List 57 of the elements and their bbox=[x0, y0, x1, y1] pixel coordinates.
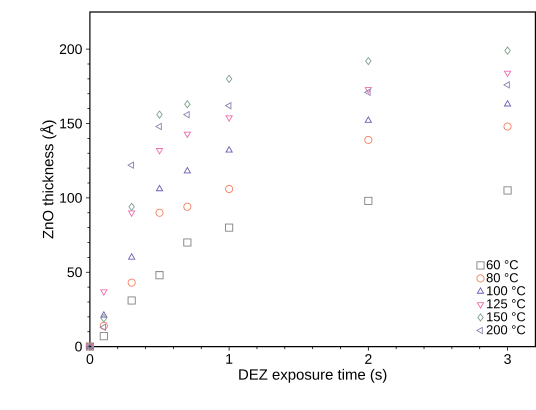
point bbox=[184, 167, 191, 174]
point bbox=[364, 116, 372, 124]
point bbox=[128, 202, 135, 212]
point bbox=[504, 46, 511, 55]
point bbox=[364, 88, 371, 96]
point bbox=[128, 278, 136, 287]
point bbox=[504, 186, 512, 195]
point bbox=[155, 271, 164, 280]
point bbox=[225, 185, 234, 194]
point bbox=[364, 197, 372, 206]
point bbox=[156, 148, 164, 155]
point bbox=[155, 208, 164, 218]
y-tick-label: 100 bbox=[60, 193, 82, 204]
point bbox=[100, 290, 108, 296]
point bbox=[364, 136, 372, 144]
point bbox=[184, 100, 190, 108]
point bbox=[128, 210, 136, 218]
point bbox=[365, 57, 372, 66]
point bbox=[504, 70, 512, 78]
x-tick-label: 2 bbox=[365, 354, 372, 364]
point bbox=[100, 314, 107, 323]
point bbox=[225, 102, 232, 110]
point bbox=[183, 111, 190, 118]
y-tick-label: 0 bbox=[75, 342, 82, 352]
point bbox=[100, 312, 108, 318]
x-tick-label: 1 bbox=[226, 354, 232, 364]
point bbox=[155, 123, 162, 130]
legend-label: 150 °C bbox=[487, 312, 526, 322]
point bbox=[226, 75, 232, 84]
y-tick-label: 150 bbox=[60, 118, 82, 129]
x-tick-label: 0 bbox=[86, 354, 94, 364]
point bbox=[183, 238, 192, 247]
legend-label: 60 °C bbox=[486, 260, 518, 270]
point bbox=[226, 116, 233, 122]
point bbox=[156, 185, 164, 192]
point bbox=[128, 296, 136, 305]
point bbox=[364, 87, 372, 94]
x-axis-title: DEZ exposure time (s) bbox=[239, 369, 386, 383]
point bbox=[504, 122, 512, 131]
y-tick-label: 50 bbox=[67, 268, 82, 278]
x-tick-label: 3 bbox=[504, 354, 511, 364]
y-tick-label: 200 bbox=[60, 44, 82, 54]
legend-label: 200 °C bbox=[486, 325, 526, 335]
legend-label: 100 °C bbox=[487, 286, 526, 296]
point bbox=[504, 100, 512, 107]
legend-label: 80 °C bbox=[486, 273, 518, 283]
point bbox=[183, 202, 192, 212]
point bbox=[226, 146, 233, 153]
y-axis-title: ZnO thickness (Å) bbox=[40, 120, 56, 239]
point bbox=[100, 332, 108, 340]
point bbox=[156, 110, 163, 119]
point bbox=[504, 82, 510, 89]
point bbox=[184, 132, 191, 138]
point bbox=[128, 254, 136, 260]
point bbox=[225, 224, 234, 232]
point bbox=[128, 162, 134, 169]
legend-label: 125 °C bbox=[487, 299, 526, 309]
